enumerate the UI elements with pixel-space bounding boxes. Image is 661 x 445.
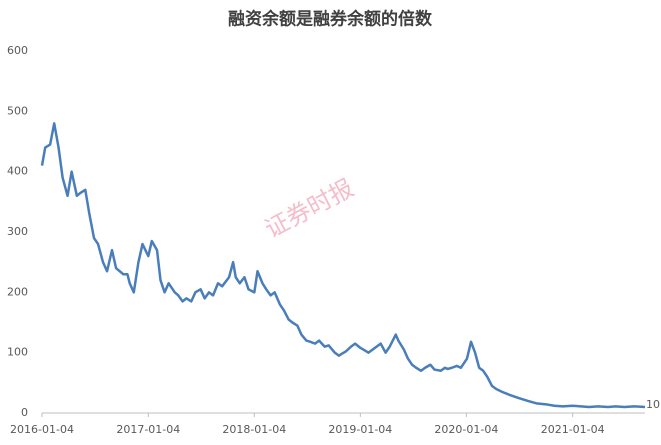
x-tick-label: 2018-01-04 — [222, 423, 286, 436]
y-tick-label: 300 — [7, 225, 28, 238]
y-tick-label: 200 — [7, 285, 28, 298]
y-tick-label: 600 — [7, 44, 28, 57]
y-tick-label: 100 — [7, 346, 28, 359]
x-tick-label: 2019-01-04 — [328, 423, 392, 436]
x-tick-label: 2021-01-04 — [541, 423, 605, 436]
watermark: 证券时报 — [260, 174, 358, 244]
chart-title: 融资余额是融券余额的倍数 — [228, 9, 433, 30]
y-tick-label: 400 — [7, 165, 28, 178]
data-label: 10 — [646, 398, 660, 411]
y-tick-label: 500 — [7, 104, 28, 117]
x-tick-label: 2017-01-04 — [116, 423, 180, 436]
data-line — [40, 122, 646, 409]
y-tick-label: 0 — [21, 406, 28, 419]
x-tick-label: 2016-01-04 — [10, 423, 74, 436]
x-tick-label: 2020-01-04 — [434, 423, 498, 436]
